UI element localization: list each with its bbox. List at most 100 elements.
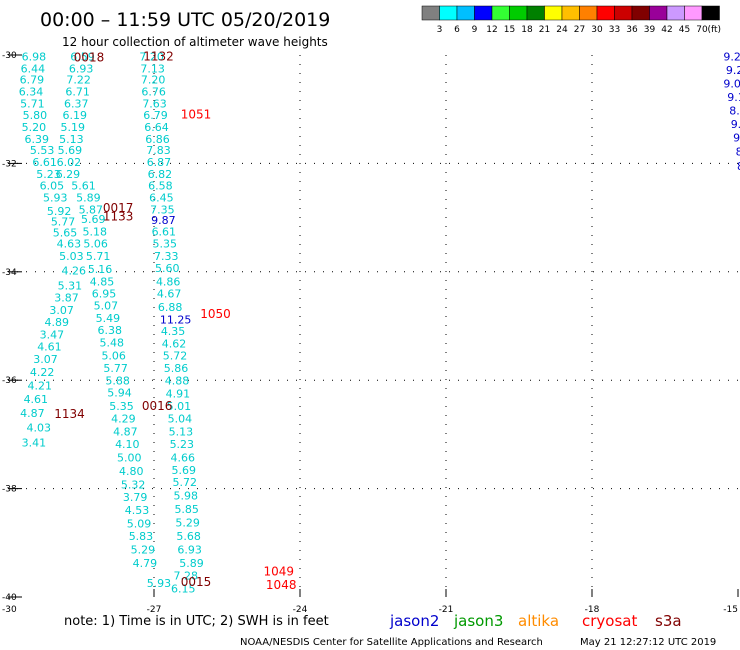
wave-height-value: 5.80: [23, 109, 47, 122]
wave-height-value: 9.5: [733, 132, 740, 145]
legend-entry: cryosat: [582, 612, 637, 630]
wave-height-value: 7.20: [139, 50, 164, 63]
time-label: 1134: [54, 407, 85, 421]
wave-height-value: 6.34: [19, 86, 43, 99]
wave-height-value: 3.87: [54, 292, 79, 305]
wave-height-value: 6.59: [70, 50, 95, 63]
wave-height-value: 7.63: [142, 98, 167, 111]
wave-height-value: 5.98: [173, 489, 198, 502]
wave-height-value: 5.94: [107, 386, 132, 399]
colorbar-unit: (ft): [708, 25, 722, 35]
time-label: 0017: [103, 201, 134, 215]
colorbar-label: 39: [644, 25, 656, 35]
wave-height-value: 11.25: [160, 313, 192, 326]
colorbar-swatch: [614, 5, 633, 21]
time-label: 1051: [181, 107, 212, 121]
wave-height-value: 6.88: [158, 301, 183, 314]
colorbar-swatch: [596, 5, 615, 21]
colorbar-label: 36: [626, 25, 638, 35]
wave-height-value: 5.18: [82, 225, 107, 238]
wave-height-value: 5.87: [79, 203, 104, 216]
wave-height-value: 5.23: [36, 168, 61, 181]
wave-height-value: 4.26: [62, 265, 87, 278]
wave-height-value: 5.65: [53, 227, 77, 240]
wave-height-value: 5.48: [99, 337, 124, 350]
wave-height-value: 9.17: [727, 91, 740, 104]
wave-height-value: 9.25: [726, 64, 740, 77]
wave-height-value: 4.63: [57, 237, 82, 250]
colorbar-label: 45: [679, 25, 690, 35]
wave-height-value: 8.: [736, 145, 740, 158]
wave-height-value: 5.68: [176, 530, 201, 543]
wave-height-value: 4.79: [133, 557, 158, 570]
colorbar-label: 42: [661, 25, 672, 35]
time-label: 1133: [103, 209, 134, 223]
colorbar-swatch: [526, 5, 545, 21]
wave-height-value: 9.87: [151, 214, 176, 227]
colorbar-swatch: [439, 5, 458, 21]
wave-height-value: 4.87: [113, 425, 137, 438]
colorbar-label: 27: [574, 25, 585, 35]
wave-height-value: 6.61: [152, 225, 177, 238]
colorbar-swatch: [456, 5, 475, 21]
legend-entry: jason3: [453, 612, 503, 630]
wave-height-value: 7.22: [66, 74, 91, 87]
colorbar-swatch: [701, 5, 720, 21]
colorbar-label: 18: [521, 25, 533, 35]
legend-entry: altika: [518, 612, 559, 630]
colorbar-label: 70: [696, 25, 708, 35]
wave-height-value: 6.02: [57, 156, 82, 169]
wave-height-value: 5.61: [71, 179, 96, 192]
y-tick-label: -36: [2, 376, 17, 386]
wave-height-value: 4.22: [30, 366, 55, 379]
gridlines: [8, 55, 738, 597]
colorbar-label: 24: [556, 25, 568, 35]
wave-height-value: 6.44: [21, 62, 46, 75]
colorbar-swatch: [666, 5, 685, 21]
wave-height-value: 4.61: [37, 340, 62, 353]
x-tick-label-corner: -30: [2, 605, 17, 615]
colorbar-label: 15: [504, 25, 515, 35]
wave-height-value: 4.85: [90, 275, 115, 288]
colorbar-label: 3: [437, 25, 443, 35]
colorbar-swatch: [544, 5, 563, 21]
wave-height-value: 6.29: [56, 168, 80, 181]
time-label: 1050: [200, 307, 231, 321]
wave-height-value: 4.88: [165, 375, 190, 388]
wave-height-value: 6.87: [147, 156, 172, 169]
wave-height-value: 9.22: [723, 50, 740, 63]
chart-title: 00:00 – 11:59 UTC 05/20/2019: [40, 9, 330, 31]
wave-height-value: 8: [737, 160, 740, 173]
colorbar-label: 21: [539, 25, 550, 35]
wave-height-value: 5.35: [109, 400, 134, 413]
wave-height-value: 5.85: [174, 503, 199, 516]
wave-height-value: 5.01: [167, 400, 192, 413]
colorbar-swatch: [421, 5, 440, 21]
wave-height-value: 5.93: [43, 191, 68, 204]
wave-height-value: 4.29: [111, 412, 136, 425]
wave-height-value: 5.69: [81, 213, 106, 226]
legend-entry: jason2: [389, 612, 439, 630]
time-label: 1132: [143, 49, 174, 63]
footer-credit: NOAA/NESDIS Center for Satellite Applica…: [240, 637, 543, 648]
time-label: 0015: [181, 575, 212, 589]
wave-height-value: 5.35: [153, 237, 178, 250]
x-tick-label: -24: [293, 605, 308, 615]
wave-height-value: 6.58: [148, 179, 173, 192]
wave-height-value: 6.39: [25, 133, 50, 146]
wave-height-value: 5.06: [83, 237, 108, 250]
wave-height-value: 5.92: [47, 205, 72, 218]
y-tick-label: -40: [2, 593, 17, 603]
wave-height-value: 6.15: [171, 583, 196, 596]
chart-subtitle: 12 hour collection of altimeter wave hei…: [62, 35, 328, 49]
wave-height-value: 6.95: [92, 287, 117, 300]
wave-height-value: 4.10: [115, 438, 140, 451]
colorbar-swatch: [579, 5, 598, 21]
wave-height-value: 3.41: [22, 436, 47, 449]
x-tick-label: -15: [723, 605, 738, 615]
wave-height-value: 5.07: [94, 300, 119, 313]
wave-height-value: 4.61: [24, 393, 49, 406]
y-tick-label: -32: [2, 159, 17, 169]
legend-entry: s3a: [655, 612, 682, 630]
